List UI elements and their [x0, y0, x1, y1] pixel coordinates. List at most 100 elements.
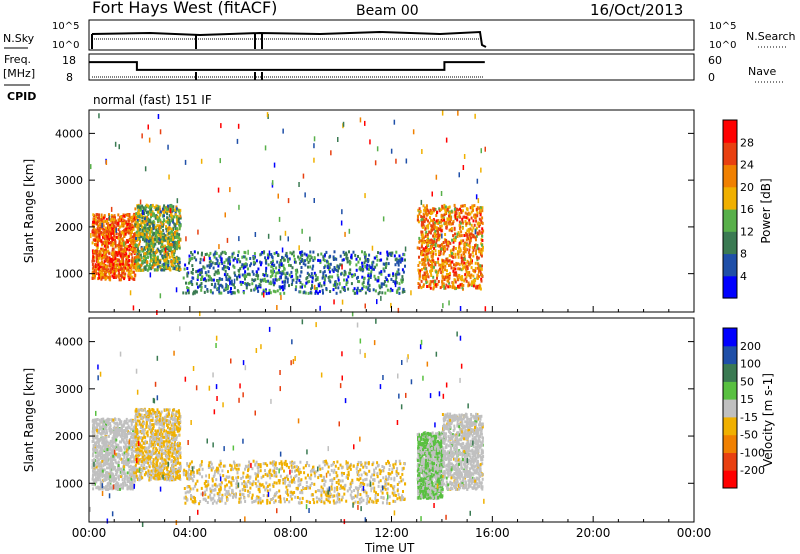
power-cell — [154, 256, 157, 260]
power-cell — [149, 234, 151, 238]
power-cell — [164, 264, 166, 267]
power-cell — [113, 229, 116, 233]
power-cell — [450, 227, 453, 230]
velocity-cell — [166, 412, 169, 416]
power-cell — [92, 227, 95, 231]
velocity-cell — [102, 486, 105, 489]
power-cell — [431, 250, 434, 253]
velocity-cell — [101, 467, 103, 471]
power-cell — [161, 242, 163, 246]
velocity-cell — [96, 434, 99, 438]
power-cell — [462, 239, 465, 243]
power-cell — [179, 224, 182, 228]
power-cell — [140, 232, 143, 236]
velocity-cell — [91, 463, 94, 467]
power-cell — [231, 252, 234, 256]
power-cell — [367, 277, 370, 281]
power-cell — [442, 266, 445, 270]
power-cell — [158, 238, 161, 242]
power-cell — [268, 281, 271, 285]
velocity-cell — [168, 437, 171, 440]
power-cell — [133, 234, 136, 238]
power-cell — [433, 224, 436, 227]
power-cell — [118, 242, 121, 246]
power-cell — [208, 260, 211, 264]
power-cell — [325, 259, 328, 263]
power-cell — [163, 235, 166, 239]
power-cell — [362, 281, 365, 284]
power-cell — [332, 288, 335, 292]
power-cell — [438, 228, 441, 231]
velocity-cell — [95, 444, 98, 448]
power-cell — [390, 277, 393, 281]
power-cell — [208, 254, 211, 258]
power-cell — [152, 240, 155, 244]
power-cell — [121, 242, 124, 245]
power-cell — [265, 279, 267, 283]
power-cell — [165, 220, 168, 224]
power-cell — [385, 261, 388, 265]
power-cell — [171, 243, 174, 247]
power-cell — [176, 227, 179, 231]
power-cell — [480, 247, 483, 251]
power-cell — [108, 263, 111, 267]
power-cell — [99, 270, 101, 274]
power-cell — [190, 251, 193, 254]
power-cell — [138, 258, 140, 262]
power-cell — [163, 238, 166, 242]
power-cell — [442, 241, 445, 244]
power-noise-cell — [108, 215, 111, 221]
power-cell — [428, 211, 431, 215]
power-noise-cell — [459, 306, 462, 311]
power-cell — [93, 276, 96, 280]
power-cell — [175, 207, 178, 211]
power-cell — [114, 254, 117, 258]
velocity-cell — [114, 460, 117, 464]
power-cell — [140, 256, 143, 260]
power-cell — [259, 285, 262, 289]
velocity-cell — [128, 426, 131, 430]
power-noise-cell — [380, 295, 382, 301]
power-cell — [222, 267, 225, 271]
nsearch-tick-top: 10^5 — [709, 21, 736, 32]
power-cell — [480, 251, 483, 255]
power-cell — [453, 272, 456, 276]
power-cell — [168, 247, 171, 251]
velocity-cell — [96, 455, 99, 459]
power-cell — [389, 287, 392, 291]
power-cell — [112, 258, 115, 262]
power-cell — [422, 283, 425, 287]
power-cell — [441, 214, 444, 218]
power-cell — [425, 209, 428, 213]
power-cell — [255, 259, 258, 263]
velocity-cell — [100, 447, 103, 451]
velocity-cell — [128, 419, 131, 423]
velocity-cell — [128, 471, 131, 475]
power-cell — [137, 248, 139, 252]
power-noise-cell — [393, 119, 396, 125]
power-cell — [163, 250, 166, 254]
power-cell — [145, 241, 148, 245]
power-cell — [350, 253, 353, 257]
power-cell — [200, 271, 203, 275]
power-cell — [332, 269, 335, 273]
power-cell — [92, 213, 95, 217]
power-cell — [337, 278, 340, 282]
velocity-cell — [115, 473, 118, 477]
power-cell — [288, 257, 291, 261]
power-cell — [244, 277, 246, 281]
velocity-cell — [113, 477, 115, 481]
freq-tick-bottom: 8 — [66, 71, 73, 84]
power-cell — [475, 208, 478, 211]
power-cell — [242, 264, 245, 268]
power-cell — [444, 268, 447, 272]
power-cell — [239, 280, 242, 284]
power-cell — [280, 285, 283, 289]
power-cell — [199, 271, 202, 275]
power-noise-cell — [443, 284, 445, 290]
power-cell — [325, 250, 328, 254]
power-noise-cell — [114, 141, 117, 147]
power-cell — [217, 282, 220, 285]
power-cell — [355, 268, 358, 272]
power-cell — [187, 291, 190, 295]
